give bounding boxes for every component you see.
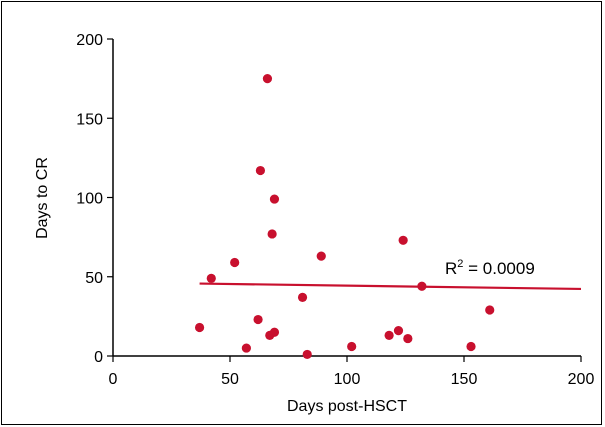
y-tick-label: 0 <box>94 349 103 366</box>
data-point <box>403 333 413 344</box>
r-squared-annotation: R2 = 0.0009 <box>445 258 535 278</box>
data-point <box>262 74 273 84</box>
x-tick-label: 0 <box>109 371 118 388</box>
trendline <box>199 282 582 291</box>
data-point <box>393 326 404 336</box>
y-tick-label: 50 <box>85 270 103 287</box>
y-tick-label: 150 <box>76 111 103 128</box>
x-tick-label: 200 <box>568 371 595 388</box>
data-point <box>297 292 308 302</box>
data-point <box>347 341 357 352</box>
y-ticks: 0 50 100 150 200 <box>76 32 113 366</box>
r-squared-prefix: R <box>445 259 457 278</box>
data-point <box>316 251 326 261</box>
x-tick-label: 100 <box>334 371 361 388</box>
data-point <box>302 349 312 360</box>
y-axis-title: Days to CR <box>34 157 51 239</box>
r-squared-superscript: 2 <box>457 258 463 270</box>
data-point <box>269 194 280 204</box>
data-point <box>466 341 476 352</box>
data-point <box>417 281 427 291</box>
y-tick-label: 200 <box>76 32 103 49</box>
axes <box>112 39 581 357</box>
x-ticks: 0 50 100 150 200 <box>109 356 595 388</box>
data-point <box>206 273 216 283</box>
data-point <box>398 235 408 245</box>
data-points <box>194 74 495 360</box>
data-point <box>255 165 266 176</box>
r-squared-value: = 0.0009 <box>463 259 534 278</box>
data-point <box>267 229 277 239</box>
x-tick-label: 50 <box>221 371 239 388</box>
data-point <box>194 322 205 333</box>
data-point <box>241 343 251 353</box>
trendline-group <box>199 282 582 291</box>
x-axis-title: Days post-HSCT <box>287 398 407 415</box>
data-point <box>230 257 240 268</box>
y-tick-label: 100 <box>76 191 103 208</box>
data-point <box>269 327 280 337</box>
data-point <box>485 305 495 315</box>
data-point <box>384 330 394 340</box>
x-tick-label: 150 <box>451 371 478 388</box>
data-point <box>253 314 263 325</box>
